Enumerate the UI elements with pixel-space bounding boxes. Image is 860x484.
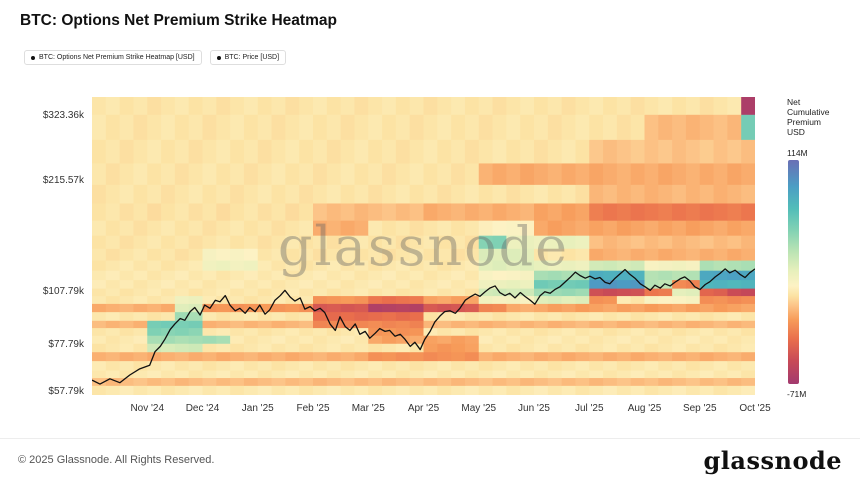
- x-tick-label: Sep '25: [682, 403, 717, 414]
- x-tick-label: Aug '25: [627, 403, 662, 414]
- y-tick-label: $57.79k: [48, 386, 84, 398]
- footer: © 2025 Glassnode. All Rights Reserved. g…: [0, 438, 860, 484]
- colorbar-title-line: USD: [787, 127, 805, 137]
- y-tick-label: $77.79k: [48, 338, 84, 350]
- colorbar-gradient: [788, 160, 799, 384]
- colorbar-max-label: 114M: [787, 148, 808, 158]
- legend-dot-icon: [216, 55, 221, 60]
- legend-item-label: BTC: Price [USD]: [224, 54, 280, 61]
- y-tick-label: $323.36k: [42, 110, 84, 122]
- y-tick-label: $215.57k: [42, 175, 84, 187]
- page-title: BTC: Options Net Premium Strike Heatmap: [20, 12, 337, 29]
- copyright-text: © 2025 Glassnode. All Rights Reserved.: [18, 454, 215, 466]
- x-tick-label: Jan '25: [241, 403, 274, 414]
- x-tick-label: Feb '25: [296, 403, 330, 414]
- colorbar-title: Net Cumulative Premium USD: [787, 97, 830, 137]
- legend-dot-icon: [31, 55, 35, 60]
- colorbar-title-line: Net: [787, 97, 801, 107]
- colorbar-min-label: -71M: [787, 389, 807, 399]
- options-net-premium-heatmap-canvas[interactable]: [92, 97, 755, 395]
- glassnode-logo: glassnode: [703, 446, 842, 475]
- x-tick-label: Oct '25: [739, 403, 771, 414]
- colorbar-title-line: Premium: [787, 117, 822, 127]
- x-tick-label: May '25: [461, 403, 497, 414]
- legend-item-label: BTC: Options Net Premium Strike Heatmap …: [39, 54, 195, 61]
- colorbar-title-line: Cumulative: [787, 107, 830, 117]
- x-tick-label: Jun '25: [518, 403, 550, 414]
- legend-item-price[interactable]: BTC: Price [USD]: [209, 50, 287, 65]
- x-tick-label: Apr '25: [407, 403, 440, 414]
- chart-legend: BTC: Options Net Premium Strike Heatmap …: [24, 50, 287, 65]
- x-tick-label: Mar '25: [351, 403, 385, 414]
- legend-item-heatmap[interactable]: BTC: Options Net Premium Strike Heatmap …: [24, 50, 202, 65]
- x-tick-label: Nov '24: [130, 403, 165, 414]
- x-tick-label: Dec '24: [185, 403, 220, 414]
- x-tick-label: Jul '25: [574, 403, 604, 414]
- y-tick-label: $107.79k: [42, 286, 84, 298]
